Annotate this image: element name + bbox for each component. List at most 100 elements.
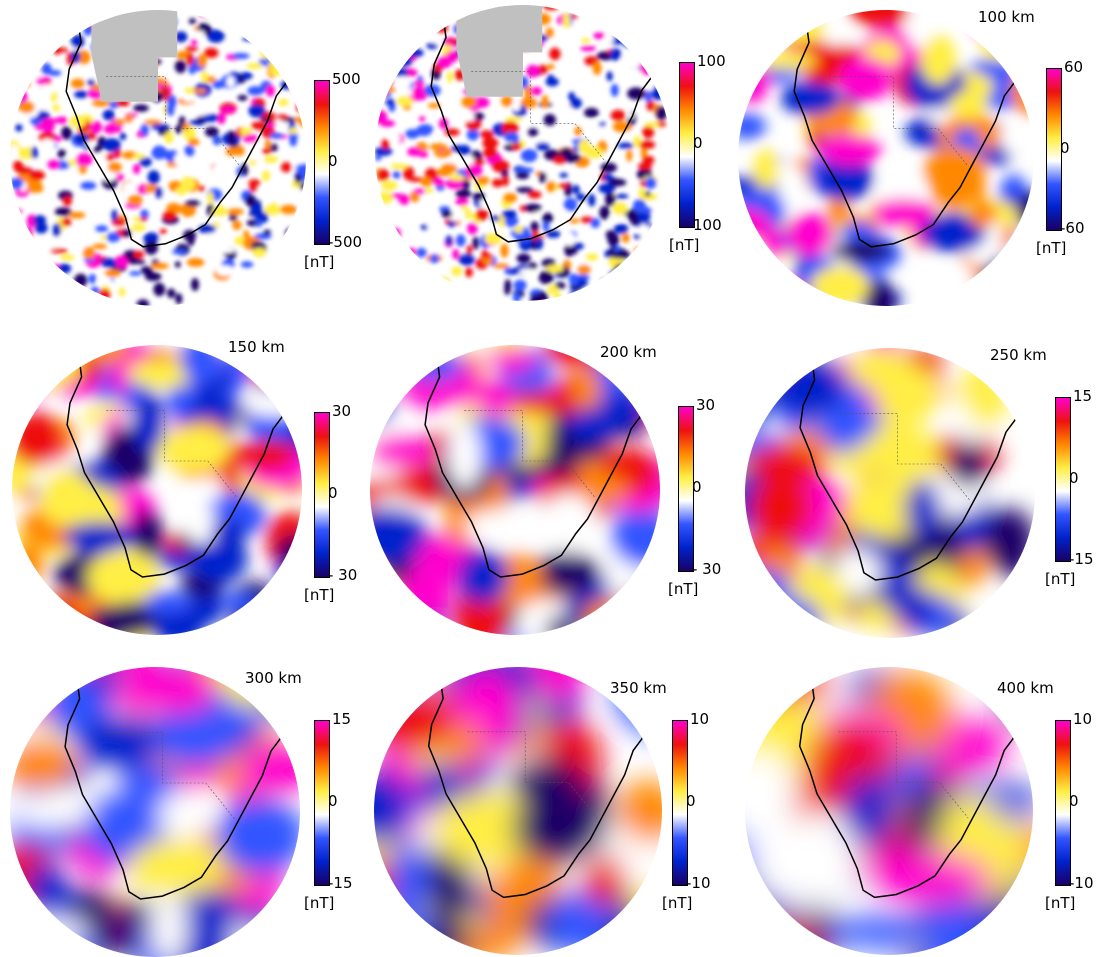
anomaly-blob: [161, 86, 169, 95]
anomaly-blob: [226, 147, 239, 156]
anomaly-blob: [265, 42, 282, 49]
anomaly-blob: [243, 415, 293, 438]
anomaly-blob: [500, 244, 508, 258]
anomaly-blob: [387, 34, 400, 47]
anomaly-blob: [228, 131, 235, 136]
anomaly-blob: [14, 239, 28, 248]
anomaly-blob: [652, 200, 670, 214]
anomaly-blob: [121, 654, 157, 717]
anomaly-blob: [53, 223, 61, 237]
anomaly-blob: [610, 215, 625, 221]
anomaly-blob: [558, 183, 569, 188]
anomaly-blob: [94, 146, 103, 153]
anomaly-blob: [103, 138, 121, 152]
anomaly-blob: [262, 148, 272, 154]
anomaly-blob: [665, 61, 675, 67]
anomaly-blob: [600, 391, 650, 425]
anomaly-blob: [657, 217, 665, 227]
anomaly-blob: [83, 247, 95, 260]
anomaly-blob: [724, 667, 833, 702]
anomaly-blob: [545, 616, 574, 642]
anomaly-blob: [142, 139, 151, 150]
anomaly-field-3: [712, 0, 1055, 326]
anomaly-blob: [248, 88, 256, 94]
anomaly-blob: [153, 722, 238, 766]
anomaly-blob: [381, 139, 390, 149]
anomaly-blob: [204, 48, 219, 58]
anomaly-blob: [408, 248, 416, 256]
anomaly-blob: [212, 164, 226, 175]
anomaly-blob: [25, 179, 42, 191]
anomaly-blob: [630, 285, 647, 291]
anomaly-blob: [650, 29, 657, 42]
anomaly-blob: [645, 91, 652, 103]
anomaly-blob: [232, 53, 250, 59]
anomaly-field-5: [345, 322, 678, 656]
anomaly-blob: [87, 550, 161, 604]
anomaly-blob: [31, 260, 46, 267]
anomaly-blob: [608, 296, 620, 305]
anomaly-blob: [9, 22, 27, 33]
altitude-label-9: 400 km: [997, 679, 1054, 697]
anomaly-blob: [368, 436, 429, 469]
anomaly-blob: [652, 48, 658, 57]
anomaly-blob: [584, 108, 599, 118]
anomaly-blob: [462, 96, 477, 108]
anomaly-blob: [586, 122, 596, 127]
anomaly-blob: [734, 289, 783, 319]
anomaly-blob: [391, 257, 408, 266]
anomaly-blob: [605, 192, 616, 206]
anomaly-blob: [30, 48, 46, 61]
anomaly-blob: [123, 182, 132, 194]
anomaly-blob: [397, 96, 414, 106]
anomaly-blob: [15, 124, 22, 131]
anomaly-blob: [539, 271, 554, 284]
anomaly-blob: [738, 362, 792, 389]
anomaly-blob: [263, 688, 335, 719]
anomaly-blob: [128, 195, 143, 206]
anomaly-blob: [645, 191, 651, 196]
anomaly-blob: [283, 40, 290, 53]
anomaly-blob: [174, 153, 187, 167]
anomaly-blob: [215, 798, 306, 874]
anomaly-blob: [896, 586, 936, 630]
anomaly-blob: [282, 243, 294, 256]
anomaly-blob: [1018, 191, 1047, 230]
anomaly-blob: [651, 60, 660, 67]
anomaly-blob: [176, 186, 188, 195]
anomaly-blob: [513, 99, 521, 112]
anomaly-blob: [241, 72, 253, 80]
anomaly-blob: [516, 187, 533, 193]
anomaly-blob: [480, 130, 494, 139]
colorbar-9-tick-max: 10: [1073, 712, 1092, 727]
anomaly-blob: [611, 508, 673, 567]
anomaly-blob: [16, 61, 33, 75]
anomaly-blob: [609, 282, 620, 295]
anomaly-blob: [28, 52, 42, 65]
anomaly-blob: [175, 293, 182, 304]
anomaly-blob: [389, 603, 448, 642]
anomaly-blob: [269, 203, 278, 216]
anomaly-blob: [29, 281, 39, 291]
altitude-label-7: 300 km: [245, 669, 302, 687]
anomaly-blob: [213, 136, 222, 146]
anomaly-blob: [760, 279, 810, 322]
anomaly-blob: [936, 263, 975, 299]
anomaly-blob: [52, 104, 60, 111]
anomaly-blob: [101, 258, 117, 268]
anomaly-blob: [60, 254, 75, 260]
anomaly-blob: [132, 224, 146, 232]
anomaly-blob: [546, 28, 554, 38]
anomaly-blob: [9, 794, 94, 828]
anomaly-blob: [441, 163, 457, 173]
anomaly-blob: [163, 211, 176, 221]
anomaly-map-1: [10, 10, 306, 306]
anomaly-blob: [656, 106, 668, 120]
anomaly-blob: [369, 10, 386, 18]
anomaly-blob: [427, 221, 440, 230]
anomaly-blob: [14, 596, 78, 625]
anomaly-blob: [266, 85, 275, 97]
anomaly-blob: [223, 293, 236, 304]
anomaly-blob: [189, 18, 196, 24]
anomaly-blob: [581, 293, 594, 303]
